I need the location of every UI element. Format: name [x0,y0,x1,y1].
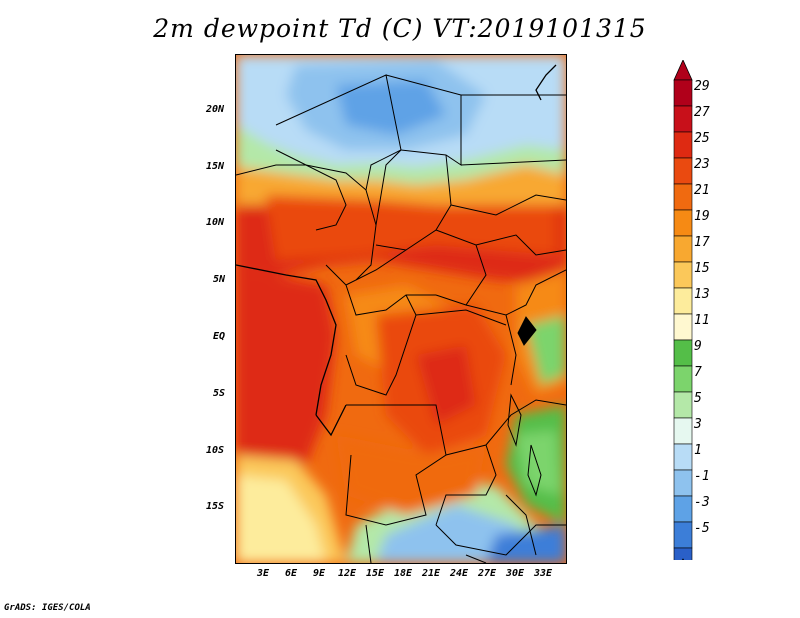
lat-label-10n: 10N [206,217,225,228]
lat-label-15n: 15N [206,161,225,172]
colorbar-segment [673,339,693,367]
lon-label-6e: 6E [285,568,298,579]
colorbar-label-19: 19 [694,209,710,224]
colorbar-segment [673,261,693,289]
colorbar-label-3: 3 [694,417,702,432]
colorbar-label-23: 23 [694,157,710,172]
colorbar-label-11: 11 [694,313,710,328]
colorbar-bottom-arrow [681,558,685,560]
lon-label-27e: 27E [478,568,497,579]
colorbar-segment [673,417,693,445]
colorbar-segment [673,157,693,185]
colorbar-segment [673,547,693,560]
colorbar-label-neg3: -3 [694,495,710,510]
lon-label-33e: 33E [534,568,553,579]
lon-label-21e: 21E [422,568,441,579]
colorbar-label-neg5: -5 [694,521,710,536]
grads-credit: GrADS: IGES/COLA [4,603,91,613]
colorbar-segment [673,521,693,549]
colorbar [673,60,693,560]
colorbar-top-arrow [673,60,693,81]
lat-label-20n: 20N [206,104,225,115]
dewpoint-map [235,54,567,564]
lon-label-9e: 9E [313,568,326,579]
colorbar-label-29: 29 [694,79,710,94]
colorbar-segment [673,235,693,263]
colorbar-label-25: 25 [694,131,710,146]
lat-label-eq: EQ [213,331,226,342]
colorbar-label-21: 21 [694,183,710,198]
dewpoint-field [236,55,566,563]
colorbar-label-17: 17 [694,235,710,250]
lon-label-30e: 30E [506,568,525,579]
lat-label-5n: 5N [213,274,226,285]
lat-label-5s: 5S [213,388,226,399]
colorbar-segment [673,469,693,497]
lon-label-24e: 24E [450,568,469,579]
map-title: 2m dewpoint Td (C) VT:2019101315 [153,14,647,43]
colorbar-label-27: 27 [694,105,710,120]
colorbar-label-7: 7 [694,365,702,380]
colorbar-segment [673,183,693,211]
colorbar-segment [673,209,693,237]
colorbar-label-neg1: -1 [694,469,710,484]
colorbar-label-13: 13 [694,287,710,302]
coastline [236,64,557,437]
country-borders [236,74,566,563]
colorbar-segment [673,79,693,107]
colorbar-label-5: 5 [694,391,702,406]
colorbar-segment [673,313,693,341]
colorbar-segment [673,105,693,133]
colorbar-segment [673,391,693,419]
colorbar-label-15: 15 [694,261,710,276]
lon-label-12e: 12E [338,568,357,579]
colorbar-label-1: 1 [694,443,702,458]
lon-label-18e: 18E [394,568,413,579]
lon-label-15e: 15E [366,568,385,579]
colorbar-segment [673,287,693,315]
lon-label-3e: 3E [257,568,270,579]
colorbar-segment [673,365,693,393]
lat-label-15s: 15S [206,501,225,512]
colorbar-segment [673,131,693,159]
lat-label-10s: 10S [206,445,225,456]
colorbar-segment [673,495,693,523]
colorbar-segment [673,443,693,471]
colorbar-label-9: 9 [694,339,702,354]
